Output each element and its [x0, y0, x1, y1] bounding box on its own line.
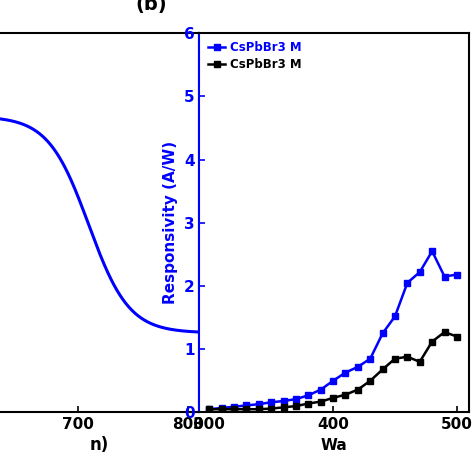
CsPbBr3 M	[404, 280, 410, 286]
CsPbBr3 M	[256, 406, 262, 412]
CsPbBr3 M	[231, 404, 237, 410]
CsPbBr3 M	[442, 273, 447, 279]
CsPbBr3 M	[293, 403, 299, 409]
CsPbBr3 M	[330, 378, 336, 383]
CsPbBr3 M	[207, 406, 212, 412]
CsPbBr3 M	[442, 329, 447, 335]
CsPbBr3 M	[306, 392, 311, 398]
CsPbBr3 M	[256, 401, 262, 407]
CsPbBr3 M	[404, 354, 410, 360]
Text: (b): (b)	[136, 0, 167, 14]
CsPbBr3 M	[380, 366, 385, 372]
CsPbBr3 M	[207, 406, 212, 412]
CsPbBr3 M	[392, 313, 398, 319]
CsPbBr3 M	[281, 404, 286, 410]
CsPbBr3 M	[268, 406, 274, 411]
CsPbBr3 M	[417, 269, 423, 275]
CsPbBr3 M	[318, 399, 324, 404]
Line: CsPbBr3 M: CsPbBr3 M	[206, 328, 460, 413]
CsPbBr3 M	[219, 406, 225, 412]
Line: CsPbBr3 M: CsPbBr3 M	[206, 248, 460, 413]
CsPbBr3 M	[417, 359, 423, 365]
X-axis label: n): n)	[90, 437, 109, 455]
CsPbBr3 M	[343, 392, 348, 398]
CsPbBr3 M	[293, 396, 299, 402]
CsPbBr3 M	[355, 387, 361, 392]
CsPbBr3 M	[219, 405, 225, 411]
CsPbBr3 M	[281, 398, 286, 404]
X-axis label: Wa: Wa	[321, 438, 348, 453]
CsPbBr3 M	[244, 402, 249, 408]
CsPbBr3 M	[429, 339, 435, 345]
CsPbBr3 M	[454, 272, 460, 277]
CsPbBr3 M	[244, 406, 249, 412]
CsPbBr3 M	[318, 387, 324, 392]
CsPbBr3 M	[268, 400, 274, 405]
CsPbBr3 M	[231, 406, 237, 412]
CsPbBr3 M	[429, 248, 435, 254]
CsPbBr3 M	[355, 364, 361, 370]
CsPbBr3 M	[454, 334, 460, 339]
CsPbBr3 M	[306, 401, 311, 406]
CsPbBr3 M	[380, 330, 385, 336]
CsPbBr3 M	[330, 395, 336, 401]
CsPbBr3 M	[343, 370, 348, 375]
CsPbBr3 M	[392, 356, 398, 362]
CsPbBr3 M	[367, 378, 373, 383]
CsPbBr3 M	[367, 356, 373, 362]
Legend: CsPbBr3 M, CsPbBr3 M: CsPbBr3 M, CsPbBr3 M	[205, 39, 304, 73]
Y-axis label: Responsivity (A/W): Responsivity (A/W)	[163, 141, 178, 304]
